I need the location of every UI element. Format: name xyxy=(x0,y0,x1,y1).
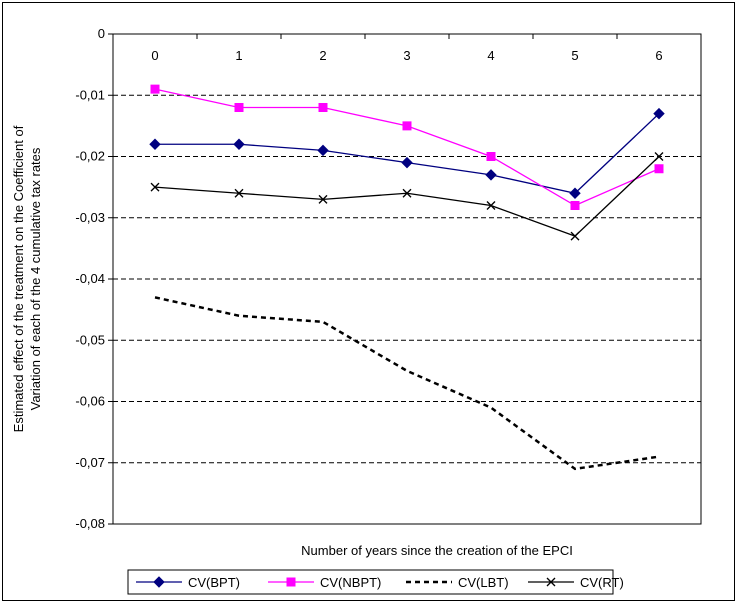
y-tick-label: -0,05 xyxy=(75,332,105,347)
y-tick-label: -0,04 xyxy=(75,271,105,286)
x-tick-label: 1 xyxy=(235,48,242,63)
y-tick-label: -0,06 xyxy=(75,394,105,409)
y-axis-ticks: 0 -0,01 -0,02 -0,03 -0,04 -0,05 -0,06 -0,07 -0,0… xyxy=(75,26,113,531)
series-cv-rt xyxy=(150,152,664,241)
line-chart: 0 -0,01 -0,02 -0,03 -0,04 -0,05 -0,06 -0,07 -0,0… xyxy=(11,26,702,595)
data-point-cv-bpt xyxy=(317,144,329,157)
series-line-cv-rt xyxy=(154,156,660,237)
series-group xyxy=(149,84,665,471)
legend-label-cv-nbpt: CV(NBPT) xyxy=(320,575,381,590)
series-cv-lbt xyxy=(154,296,660,471)
x-tick-label: 2 xyxy=(319,48,326,63)
legend-marker-cv-bpt xyxy=(153,576,165,588)
data-point-cv-nbpt xyxy=(486,152,496,161)
x-axis-label: Number of years since the creation of th… xyxy=(301,543,573,558)
data-point-cv-rt xyxy=(150,182,160,192)
series-line-cv-nbpt xyxy=(154,88,660,207)
data-point-cv-nbpt xyxy=(318,103,328,112)
x-tick-label: 5 xyxy=(571,48,578,63)
data-point-cv-rt xyxy=(402,188,412,198)
y-axis-label-line: Variation of each of the 4 cumulative ta… xyxy=(28,147,43,410)
y-axis-label-line: Estimated effect of the treatment on the… xyxy=(11,125,26,432)
marker-x-stroke xyxy=(150,182,160,192)
data-point-cv-bpt xyxy=(569,187,581,199)
data-point-cv-bpt xyxy=(401,156,413,169)
marker-x-stroke xyxy=(318,194,328,204)
legend-label-cv-bpt: CV(BPT) xyxy=(188,575,240,590)
legend: CV(BPT) CV(NBPT) CV(LBT) CV(RT) xyxy=(127,569,624,595)
data-point-cv-nbpt xyxy=(150,84,160,94)
data-point-cv-nbpt xyxy=(402,121,412,131)
y-tick-label: -0,01 xyxy=(75,87,105,102)
x-tick-label: 6 xyxy=(655,48,662,63)
marker-x-stroke xyxy=(486,201,496,210)
marker-x-stroke xyxy=(570,231,580,241)
y-axis-label: Estimated effect of the treatment on the… xyxy=(11,125,43,432)
legend-item-cv-rt: CV(RT) xyxy=(528,575,624,590)
y-tick-label: -0,02 xyxy=(75,149,105,164)
data-point-cv-nbpt xyxy=(570,201,580,210)
series-line-cv-lbt xyxy=(154,296,660,471)
x-tick-label: 4 xyxy=(487,48,494,63)
legend-item-cv-bpt: CV(BPT) xyxy=(136,575,240,590)
x-axis-ticks: 0 1 2 3 4 5 6 xyxy=(112,34,702,63)
marker-x-stroke xyxy=(234,188,244,198)
data-point-cv-rt xyxy=(486,201,496,210)
data-point-cv-bpt xyxy=(485,169,497,181)
legend-label-cv-lbt: CV(LBT) xyxy=(458,575,509,590)
legend-item-cv-lbt: CV(LBT) xyxy=(406,575,509,590)
data-point-cv-nbpt xyxy=(234,103,244,112)
data-point-cv-rt xyxy=(654,152,664,161)
x-tick-label: 0 xyxy=(151,48,158,63)
data-point-cv-bpt xyxy=(233,138,245,150)
y-tick-label: -0,08 xyxy=(75,516,105,531)
legend-item-cv-nbpt: CV(NBPT) xyxy=(268,575,381,590)
legend-label-cv-rt: CV(RT) xyxy=(580,575,624,590)
marker-x-stroke xyxy=(402,188,412,198)
data-point-cv-rt xyxy=(570,231,580,241)
y-tick-label: -0,03 xyxy=(75,210,105,225)
legend-marker-cv-nbpt xyxy=(286,577,296,587)
data-point-cv-rt xyxy=(318,194,328,204)
y-tick-label: 0 xyxy=(98,26,105,41)
marker-x-stroke xyxy=(654,152,664,161)
x-tick-label: 3 xyxy=(403,48,410,63)
data-point-cv-rt xyxy=(234,188,244,198)
data-point-cv-bpt xyxy=(653,107,665,120)
grid-lines xyxy=(112,33,702,525)
legend-marker-cv-rt xyxy=(546,577,556,587)
y-tick-label: -0,07 xyxy=(75,455,105,470)
series-cv-nbpt xyxy=(150,84,664,210)
series-cv-bpt xyxy=(149,107,665,199)
marker-x-stroke xyxy=(546,577,556,587)
data-point-cv-nbpt xyxy=(654,164,664,174)
data-point-cv-bpt xyxy=(149,138,161,150)
